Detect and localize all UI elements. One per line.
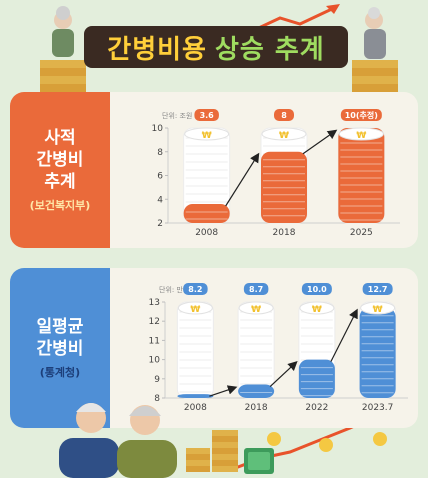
title-part1: 간병비용 [107,34,207,65]
data-label-pill [340,109,382,121]
elder-man-coins-icon [352,7,398,92]
money-stack-icon [186,430,274,474]
y-tick-label: 10 [152,124,164,134]
trend-arrow [225,152,260,207]
x-tick-label: 2018 [245,403,268,413]
trend-arrow [209,385,238,397]
top-coin [338,127,384,141]
unit-label: 단위: 조원 [162,111,192,120]
data-label-pill [183,283,208,295]
won-symbol-icon: ₩ [251,305,261,315]
chart-daily-care-cost: 단위: 만원 8 9 10 11 12 13 ₩8.2 2008 ₩8.7 2018 ₩10.0 202… [149,283,408,413]
title-banner: 간병비용 상승 추계 [84,26,348,68]
trend-arrow [302,129,338,155]
won-symbol-icon: ₩ [373,305,383,315]
data-label: 8 [281,111,287,120]
bar [261,151,307,223]
won-symbol-icon: ₩ [190,305,200,315]
data-label: 8.7 [249,285,263,294]
top-coin [360,301,396,315]
bar [177,394,214,398]
won-symbol-icon: ₩ [279,131,289,141]
y-tick-label: 8 [157,148,163,158]
floating-coins-icon [267,432,387,452]
top-coin [261,127,307,141]
panel-daily-care-cost: 일평균 간병비 (통계청) 단위: 만원 8 9 10 11 12 13 ₩8.2 2008 ₩8… [10,268,418,428]
side-title: 사적 간병비 추계 [36,128,84,192]
bar [298,359,335,398]
trend-arrow [269,360,298,387]
data-label-pill [194,109,219,121]
x-tick-label: 2025 [350,228,373,238]
won-symbol-icon: ₩ [202,131,212,141]
y-tick-label: 8 [154,394,160,404]
won-symbol-icon: ₩ [356,131,366,141]
top-coin [177,301,213,315]
elder-woman-coins-icon [40,6,86,92]
data-label-pill [301,283,332,295]
y-tick-label: 4 [157,195,163,205]
panel-private-care-cost: 사적 간병비 추계 (보건복지부) 단위: 조원 2 4 6 8 10 ₩3.6 2008 ₩8… [10,92,418,248]
side-label-daily: 일평균 간병비 (통계청) [10,268,110,428]
top-coin [238,301,274,315]
y-tick-label: 10 [149,356,161,366]
side-label-private: 사적 간병비 추계 (보건복지부) [10,92,110,248]
data-label: 3.6 [200,111,215,120]
x-tick-label: 2018 [273,228,296,238]
top-coin [184,127,230,141]
data-label-pill [362,283,393,295]
y-tick-label: 11 [149,336,160,346]
chart-private-care-cost: 단위: 조원 2 4 6 8 10 ₩3.6 2008 ₩8 2018 ₩10(추정) 2025 [152,109,400,238]
title-part2: 상승 추계 [214,34,325,65]
data-label: 12.7 [368,285,388,294]
data-label: 10(추정) [345,110,378,120]
y-tick-label: 6 [157,172,163,182]
data-label-pill [243,283,269,295]
y-tick-label: 12 [149,317,160,327]
bar [238,384,275,398]
x-tick-label: 2008 [195,228,218,238]
data-label: 8.2 [188,285,202,294]
elderly-couple-icon [59,403,177,478]
side-source: (보건복지부) [29,199,91,212]
y-tick-label: 2 [157,219,163,229]
bar [359,307,396,398]
x-tick-label: 2023.7 [362,403,394,413]
x-tick-label: 2022 [305,403,328,413]
won-symbol-icon: ₩ [312,305,322,315]
x-tick-label: 2008 [184,403,207,413]
side-title: 일평균 간병비 [36,317,84,359]
data-label: 10.0 [307,285,327,294]
unit-label: 단위: 만원 [159,285,189,294]
data-label-pill [274,109,294,121]
y-tick-label: 9 [154,375,160,385]
side-source: (통계청) [39,366,81,379]
trend-arrow [330,308,358,362]
y-tick-label: 13 [149,298,160,308]
bar [183,204,230,223]
top-coin [299,301,335,315]
bar [338,128,385,223]
